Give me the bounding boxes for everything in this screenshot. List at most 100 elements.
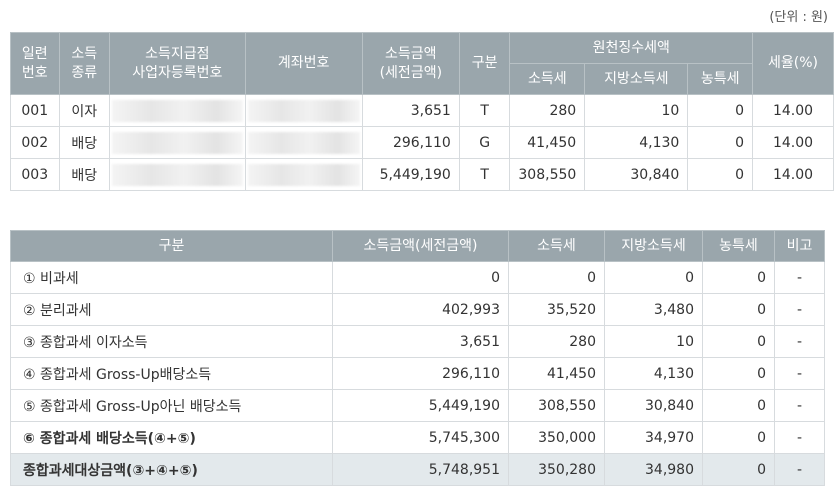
local-tax-cell: 3,480: [604, 293, 703, 326]
local-tax-cell: 10: [604, 325, 703, 358]
income-type-cell: 이자: [58, 94, 111, 127]
row-label: ④ 종합과세 Gross-Up배당소득: [10, 357, 333, 390]
income-summary-table: 구분 소득금액(세전금액) 소득세 지방소득세 농특세 비고 ① 비과세 0 0…: [10, 230, 825, 486]
income-amount-cell: 402,993: [332, 293, 509, 326]
header-tax-rate: 세율(%): [752, 32, 834, 95]
redacted-blur: [247, 99, 360, 122]
header-seq: 일련 번호: [10, 32, 60, 95]
income-amount-cell: 5,449,190: [361, 158, 460, 191]
note-cell: -: [774, 357, 825, 390]
table-row: 003 배당 5,449,190 T 308,550 30,840 0 14.0…: [10, 158, 834, 191]
row-label: ③ 종합과세 이자소득: [10, 325, 333, 358]
total-income-tax: 350,280: [508, 453, 605, 486]
rural-tax-cell: 0: [702, 325, 775, 358]
income-tax-cell: 350,000: [508, 421, 605, 454]
income-tax-cell: 0: [508, 261, 605, 294]
rural-tax-cell: 0: [687, 94, 754, 127]
header-withholding-group: 원천징수세액: [509, 32, 754, 64]
seq-cell: 001: [10, 94, 60, 127]
payer-cell-masked: [109, 158, 246, 191]
redacted-blur: [112, 163, 243, 186]
tax-rate-cell: 14.00: [752, 94, 834, 127]
local-tax-cell: 4,130: [584, 126, 689, 159]
income-amount-cell: 296,110: [332, 357, 509, 390]
income-amount-cell: 3,651: [332, 325, 509, 358]
rural-tax-cell: 0: [702, 357, 775, 390]
income-tax-cell: 41,450: [509, 126, 586, 159]
table-row: ② 분리과세 402,993 35,520 3,480 0 -: [10, 293, 825, 326]
account-cell-masked: [244, 126, 363, 159]
seq-cell: 002: [10, 126, 60, 159]
income-tax-cell: 280: [509, 94, 586, 127]
tax-rate-cell: 14.00: [752, 126, 834, 159]
income-tax-cell: 35,520: [508, 293, 605, 326]
table-row: 001 이자 3,651 T 280 10 0 14.00: [10, 94, 834, 127]
local-tax-cell: 10: [584, 94, 689, 127]
category-cell: G: [458, 126, 511, 159]
income-amount-cell: 296,110: [361, 126, 460, 159]
header-account: 계좌번호: [244, 32, 363, 95]
income-amount-cell: 0: [332, 261, 509, 294]
redacted-blur: [247, 163, 360, 186]
income-tax-cell: 280: [508, 325, 605, 358]
income-type-cell: 배당: [58, 126, 111, 159]
income-amount-cell: 3,651: [361, 94, 460, 127]
note-cell: -: [774, 421, 825, 454]
table-row: ① 비과세 0 0 0 0 -: [10, 261, 825, 294]
header-payer: 소득지급점 사업자등록번호: [109, 32, 246, 95]
total-income-amount: 5,748,951: [332, 453, 509, 486]
header-income-tax: 소득세: [508, 230, 605, 262]
local-tax-cell: 0: [604, 261, 703, 294]
rural-tax-cell: 0: [687, 158, 754, 191]
total-label: 종합과세대상금액(③+④+⑤): [10, 453, 333, 486]
redacted-blur: [112, 131, 243, 154]
header-local-tax: 지방소득세: [604, 230, 703, 262]
rural-tax-cell: 0: [702, 421, 775, 454]
income-tax-cell: 308,550: [508, 389, 605, 422]
header-income-tax: 소득세: [509, 63, 586, 95]
total-rural-tax: 0: [702, 453, 775, 486]
header-category: 구분: [458, 32, 511, 95]
rural-tax-cell: 0: [687, 126, 754, 159]
local-tax-cell: 34,970: [604, 421, 703, 454]
table-row: ④ 종합과세 Gross-Up배당소득 296,110 41,450 4,130…: [10, 357, 825, 390]
note-cell: -: [774, 325, 825, 358]
account-cell-masked: [244, 158, 363, 191]
rural-tax-cell: 0: [702, 389, 775, 422]
row-label: ① 비과세: [10, 261, 333, 294]
header-rural-tax: 농특세: [687, 63, 754, 95]
header-income-type: 소득 종류: [58, 32, 111, 95]
table-row: 002 배당 296,110 G 41,450 4,130 0 14.00: [10, 126, 834, 159]
row-label: ⑤ 종합과세 Gross-Up아닌 배당소득: [10, 389, 333, 422]
header-income-amount: 소득금액 (세전금액): [361, 32, 460, 95]
payer-cell-masked: [109, 126, 246, 159]
total-row: 종합과세대상금액(③+④+⑤) 5,748,951 350,280 34,980…: [10, 453, 825, 486]
header-rural-tax: 농특세: [702, 230, 775, 262]
header-income-amount: 소득금액(세전금액): [332, 230, 509, 262]
rural-tax-cell: 0: [702, 293, 775, 326]
header-local-tax: 지방소득세: [584, 63, 689, 95]
table-row: ⑤ 종합과세 Gross-Up아닌 배당소득 5,449,190 308,550…: [10, 389, 825, 422]
seq-cell: 003: [10, 158, 60, 191]
income-tax-cell: 41,450: [508, 357, 605, 390]
income-amount-cell: 5,745,300: [332, 421, 509, 454]
table-row: ③ 종합과세 이자소득 3,651 280 10 0 -: [10, 325, 825, 358]
local-tax-cell: 30,840: [584, 158, 689, 191]
category-cell: T: [458, 94, 511, 127]
note-cell: -: [774, 293, 825, 326]
table-row: ⑥ 종합과세 배당소득(④+⑤) 5,745,300 350,000 34,97…: [10, 421, 825, 454]
account-cell-masked: [244, 94, 363, 127]
header-note: 비고: [774, 230, 825, 262]
payer-cell-masked: [109, 94, 246, 127]
total-note: -: [774, 453, 825, 486]
row-label: ② 분리과세: [10, 293, 333, 326]
tax-rate-cell: 14.00: [752, 158, 834, 191]
local-tax-cell: 30,840: [604, 389, 703, 422]
unit-label: (단위 : 원): [769, 10, 828, 25]
rural-tax-cell: 0: [702, 261, 775, 294]
total-local-tax: 34,980: [604, 453, 703, 486]
income-amount-cell: 5,449,190: [332, 389, 509, 422]
redacted-blur: [112, 99, 243, 122]
category-cell: T: [458, 158, 511, 191]
income-tax-cell: 308,550: [509, 158, 586, 191]
